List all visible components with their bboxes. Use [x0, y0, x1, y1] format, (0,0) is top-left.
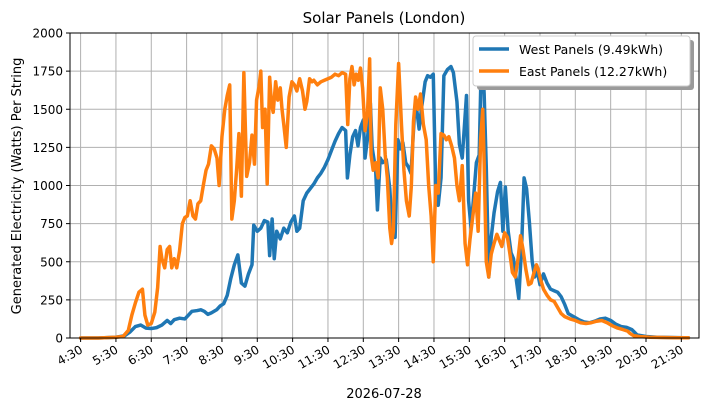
x-axis-label: 2026-07-28	[346, 387, 422, 402]
y-axis: 0 250 500 750 1000 1250 1500 1750 2000	[32, 27, 70, 346]
x-tick-label: 8:30	[196, 342, 226, 368]
x-tick-label: 13:30	[366, 342, 403, 371]
y-axis-label: Generated Electricity (Watts) Per String	[10, 58, 25, 315]
y-tick-label: 0	[55, 332, 63, 346]
plot-area	[78, 43, 691, 340]
y-tick-label: 250	[40, 293, 63, 307]
x-tick-label: 18:30	[543, 342, 580, 371]
legend-label-west: West Panels (9.49kWh)	[519, 42, 663, 57]
legend-label-east: East Panels (12.27kWh)	[519, 64, 667, 79]
x-axis: 4:30 5:30 6:30 7:30 8:30 9:3010:3011:3012:301…	[55, 338, 686, 372]
x-tick-label: 12:30	[331, 342, 368, 371]
y-tick-label: 1500	[32, 103, 63, 117]
x-tick-label: 19:30	[578, 342, 615, 371]
y-tick-label: 1750	[32, 65, 63, 79]
x-tick-label: 21:30	[649, 342, 686, 371]
x-tick-label: 6:30	[125, 342, 155, 368]
x-tick-label: 14:30	[402, 342, 439, 371]
y-tick-label: 1000	[32, 179, 63, 193]
x-tick-label: 9:30	[231, 342, 261, 368]
y-tick-label: 500	[40, 255, 63, 269]
x-tick-label: 7:30	[161, 342, 191, 368]
x-tick-label: 20:30	[614, 342, 651, 371]
y-tick-label: 1250	[32, 141, 63, 155]
y-tick-label: 2000	[32, 27, 63, 41]
x-tick-label: 11:30	[296, 342, 333, 371]
x-tick-label: 17:30	[508, 342, 545, 371]
chart-title: Solar Panels (London)	[303, 9, 466, 27]
x-tick-label: 4:30	[55, 342, 85, 368]
x-tick-label: 5:30	[90, 342, 120, 368]
x-tick-label: 15:30	[437, 342, 474, 371]
legend-box	[472, 35, 691, 87]
x-tick-label: 16:30	[472, 342, 509, 371]
y-tick-label: 750	[40, 217, 63, 231]
legend: West Panels (9.49kWh) East Panels (12.27…	[472, 35, 694, 90]
x-tick-label: 10:30	[260, 342, 297, 371]
series-line-east	[78, 57, 691, 340]
